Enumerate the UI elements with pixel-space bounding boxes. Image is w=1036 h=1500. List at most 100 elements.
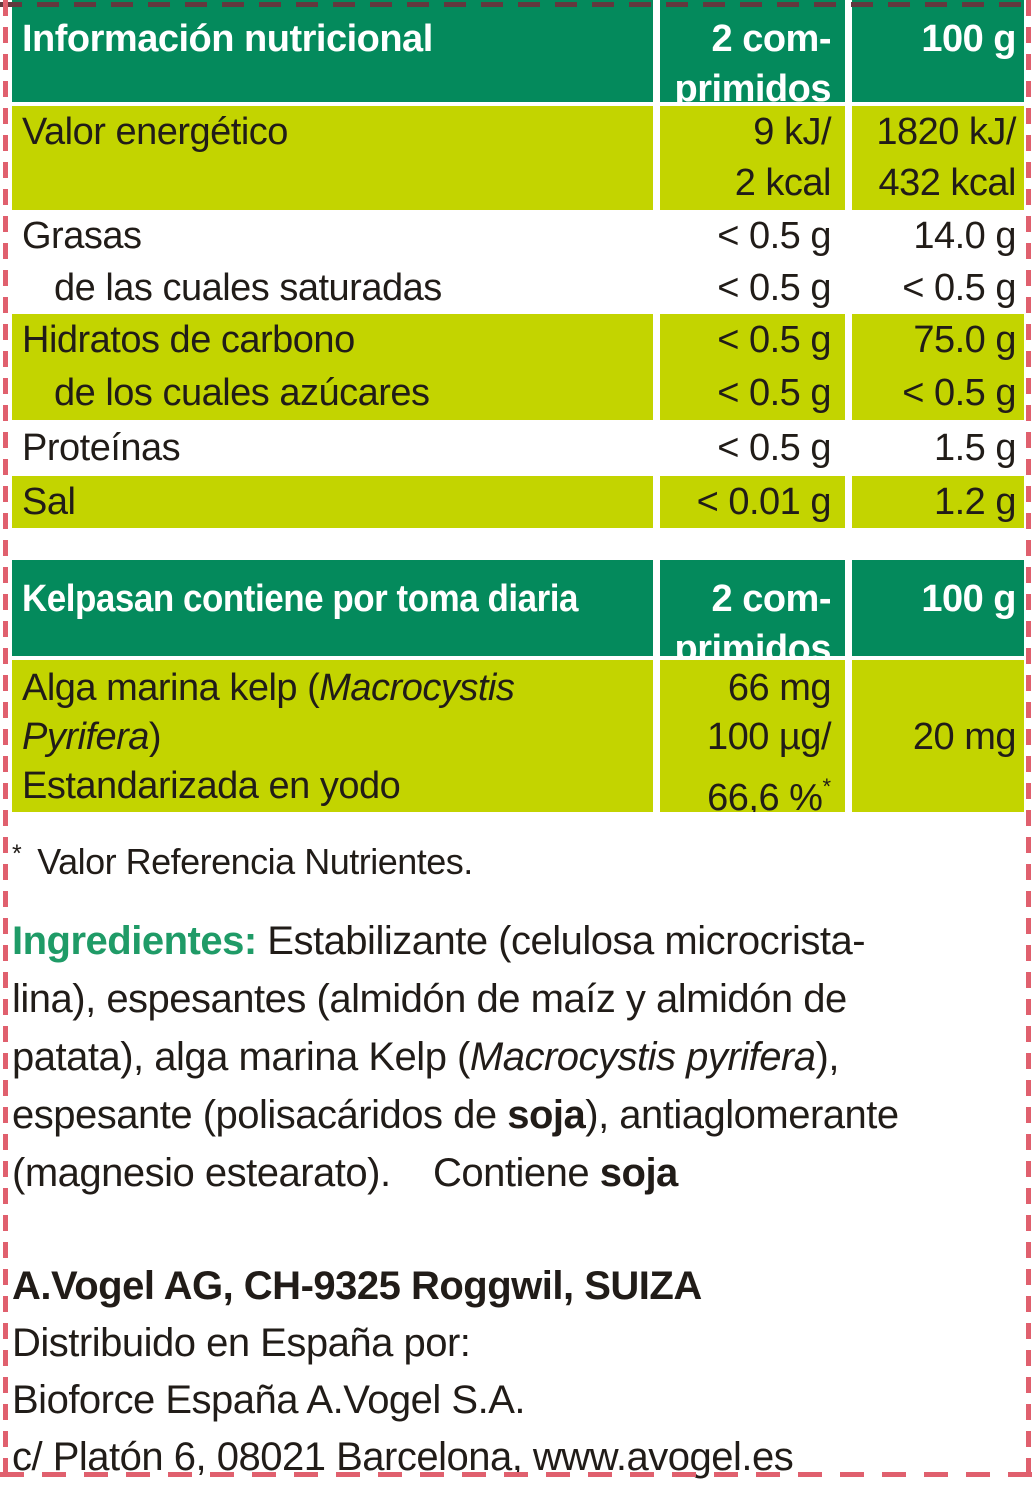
value-per-100g: 1.2 g bbox=[852, 476, 1024, 528]
nrv-percent-text: 66,6 % bbox=[707, 777, 823, 812]
ingredients-paragraph: Ingredientes: Estabilizante (celulosa mi… bbox=[12, 912, 1024, 1202]
kelpasan-table-title: Kelpasan contiene por toma diaria bbox=[12, 560, 653, 656]
text-segment: Macrocystis pyrifera bbox=[469, 1035, 816, 1079]
row-valor-energetico: Valor energético 9 kJ/ 2 kcal 1820 kJ/ 4… bbox=[12, 106, 1024, 210]
text-segment: espesante (polisacáridos de bbox=[12, 1093, 508, 1137]
column-separator bbox=[653, 210, 660, 262]
value-per-serving: 9 kJ/ 2 kcal bbox=[660, 106, 845, 210]
text-segment: ) bbox=[148, 716, 162, 758]
distributor-name-line: Bioforce España A.Vogel S.A. bbox=[12, 1378, 526, 1422]
kelpasan-table: Kelpasan contiene por toma diaria 2 com-… bbox=[12, 560, 1024, 812]
nutrition-label: Información nutricional 2 com- primidos … bbox=[12, 0, 1024, 1486]
column-separator bbox=[653, 476, 660, 528]
column-separator bbox=[653, 106, 660, 210]
table-gap bbox=[12, 528, 1024, 560]
value-per-serving: < 0.5 g bbox=[660, 314, 845, 367]
row-proteinas: Proteínas < 0.5 g 1.5 g bbox=[12, 420, 1024, 476]
ingredients-line: (magnesio estearato). Contiene soja bbox=[12, 1144, 1024, 1202]
value-per-100g: < 0.5 g bbox=[852, 367, 1024, 420]
value-per-serving: 66 mg 100 µg/ 66,6 %* bbox=[660, 660, 845, 812]
kelpasan-table-title-text: Kelpasan contiene por toma diaria bbox=[22, 578, 578, 620]
row-grasas: Grasas < 0.5 g 14.0 g bbox=[12, 210, 1024, 262]
distributor-address-line: c/ Platón 6, 08021 Barcelona, www.avogel… bbox=[12, 1435, 794, 1479]
nutrition-table-header: Información nutricional 2 com- primidos … bbox=[12, 0, 1024, 102]
row-label: Proteínas bbox=[12, 420, 653, 476]
column-separator bbox=[845, 476, 852, 528]
ingredients-line: lina), espesantes (almidón de maíz y alm… bbox=[12, 970, 1024, 1028]
column-separator bbox=[845, 420, 852, 476]
header-row-separator bbox=[12, 102, 1024, 106]
text-segment: Estabilizante (celulosa microcrista- bbox=[256, 919, 866, 963]
column-separator bbox=[845, 106, 852, 210]
column-separator bbox=[653, 560, 660, 656]
column-separator bbox=[845, 0, 852, 102]
iodine-ug-value: 100 µg/ bbox=[706, 716, 832, 758]
row-alga-marina-kelp: Alga marina kelp (Macrocystis Pyrifera) … bbox=[12, 660, 1024, 812]
column-separator bbox=[845, 660, 852, 812]
column-separator bbox=[845, 262, 852, 314]
column-header-per-serving: 2 com- primidos bbox=[660, 0, 845, 102]
row-label: de las cuales saturadas bbox=[12, 262, 653, 314]
column-separator bbox=[653, 0, 660, 102]
row-grasas-saturadas: de las cuales saturadas < 0.5 g < 0.5 g bbox=[12, 262, 1024, 314]
value-per-serving: < 0.5 g bbox=[660, 210, 845, 262]
text-segment: soja bbox=[599, 1151, 679, 1195]
row-azucares: de los cuales azúcares < 0.5 g < 0.5 g bbox=[12, 367, 1024, 420]
row-label: Sal bbox=[12, 476, 653, 528]
distributor-intro-line: Distribuido en España por: bbox=[12, 1321, 471, 1365]
row-label: Alga marina kelp (Macrocystis Pyrifera) … bbox=[12, 660, 653, 812]
column-separator bbox=[653, 660, 660, 812]
header-row-separator bbox=[12, 656, 1024, 660]
value-per-serving: < 0.5 g bbox=[660, 420, 845, 476]
text-segment: Ingredientes: bbox=[12, 919, 257, 963]
text-segment: Alga marina kelp ( bbox=[22, 667, 320, 709]
column-separator bbox=[653, 420, 660, 476]
column-header-per-100g: 100 g bbox=[852, 0, 1024, 102]
column-separator bbox=[845, 314, 852, 367]
kelp-name-line: Alga marina kelp (Macrocystis Pyrifera) bbox=[22, 664, 653, 762]
nutrition-table: Información nutricional 2 com- primidos … bbox=[12, 0, 1024, 528]
column-separator bbox=[845, 367, 852, 420]
ingredients-line: espesante (polisacáridos de soja), antia… bbox=[12, 1086, 1024, 1144]
text-segment: patata), alga marina Kelp ( bbox=[12, 1035, 470, 1079]
row-label: Valor energético bbox=[12, 106, 653, 210]
text-segment: ), antiaglomerante bbox=[585, 1093, 899, 1137]
nutrition-table-title: Información nutricional bbox=[12, 0, 653, 102]
row-label: Grasas bbox=[12, 210, 653, 262]
footnote-asterisk: * bbox=[12, 840, 22, 868]
row-sal: Sal < 0.01 g 1.2 g bbox=[12, 476, 1024, 528]
cutline-right bbox=[1026, 0, 1031, 1482]
value-per-serving: < 0.01 g bbox=[660, 476, 845, 528]
row-label: Hidratos de carbono bbox=[12, 314, 653, 367]
text-segment: soja bbox=[507, 1093, 586, 1137]
nrv-percent-value: 66,6 %* bbox=[660, 762, 831, 812]
text-segment: (magnesio estearato). Contiene bbox=[12, 1151, 600, 1195]
column-separator bbox=[653, 262, 660, 314]
manufacturer-line: A.Vogel AG, CH-9325 Roggwil, SUIZA bbox=[12, 1264, 702, 1308]
kelp-mg-value: 66 mg bbox=[727, 667, 832, 709]
column-header-per-100g: 100 g bbox=[852, 560, 1024, 656]
kelp-standardized-line: Estandarizada en yodo bbox=[22, 765, 401, 807]
text-segment: ), bbox=[815, 1035, 840, 1079]
value-per-serving: < 0.5 g bbox=[660, 367, 845, 420]
value-per-100g: 1820 kJ/ 432 kcal bbox=[852, 106, 1024, 210]
row-hidratos-carbono: Hidratos de carbono < 0.5 g 75.0 g bbox=[12, 314, 1024, 367]
value-per-serving: < 0.5 g bbox=[660, 262, 845, 314]
cutline-left bbox=[3, 0, 8, 1482]
footnote-text: Valor Referencia Nutrientes. bbox=[37, 841, 473, 882]
value-per-100g: < 0.5 g bbox=[852, 262, 1024, 314]
ingredients-line: Ingredientes: Estabilizante (celulosa mi… bbox=[12, 912, 1024, 970]
footnote: * Valor Referencia Nutrientes. bbox=[12, 832, 1024, 884]
manufacturer-block: A.Vogel AG, CH-9325 Roggwil, SUIZA Distr… bbox=[12, 1258, 1024, 1486]
column-separator bbox=[653, 367, 660, 420]
value-per-100g: 20 mg bbox=[852, 660, 1024, 812]
ingredients-line: patata), alga marina Kelp (Macrocystis p… bbox=[12, 1028, 1024, 1086]
value-per-100g: 75.0 g bbox=[852, 314, 1024, 367]
column-separator bbox=[845, 210, 852, 262]
column-separator bbox=[845, 560, 852, 656]
value-per-100g: 14.0 g bbox=[852, 210, 1024, 262]
value-per-100g: 1.5 g bbox=[852, 420, 1024, 476]
text-segment: Macrocystis Pyrifera bbox=[22, 667, 515, 758]
kelpasan-table-header: Kelpasan contiene por toma diaria 2 com-… bbox=[12, 560, 1024, 656]
